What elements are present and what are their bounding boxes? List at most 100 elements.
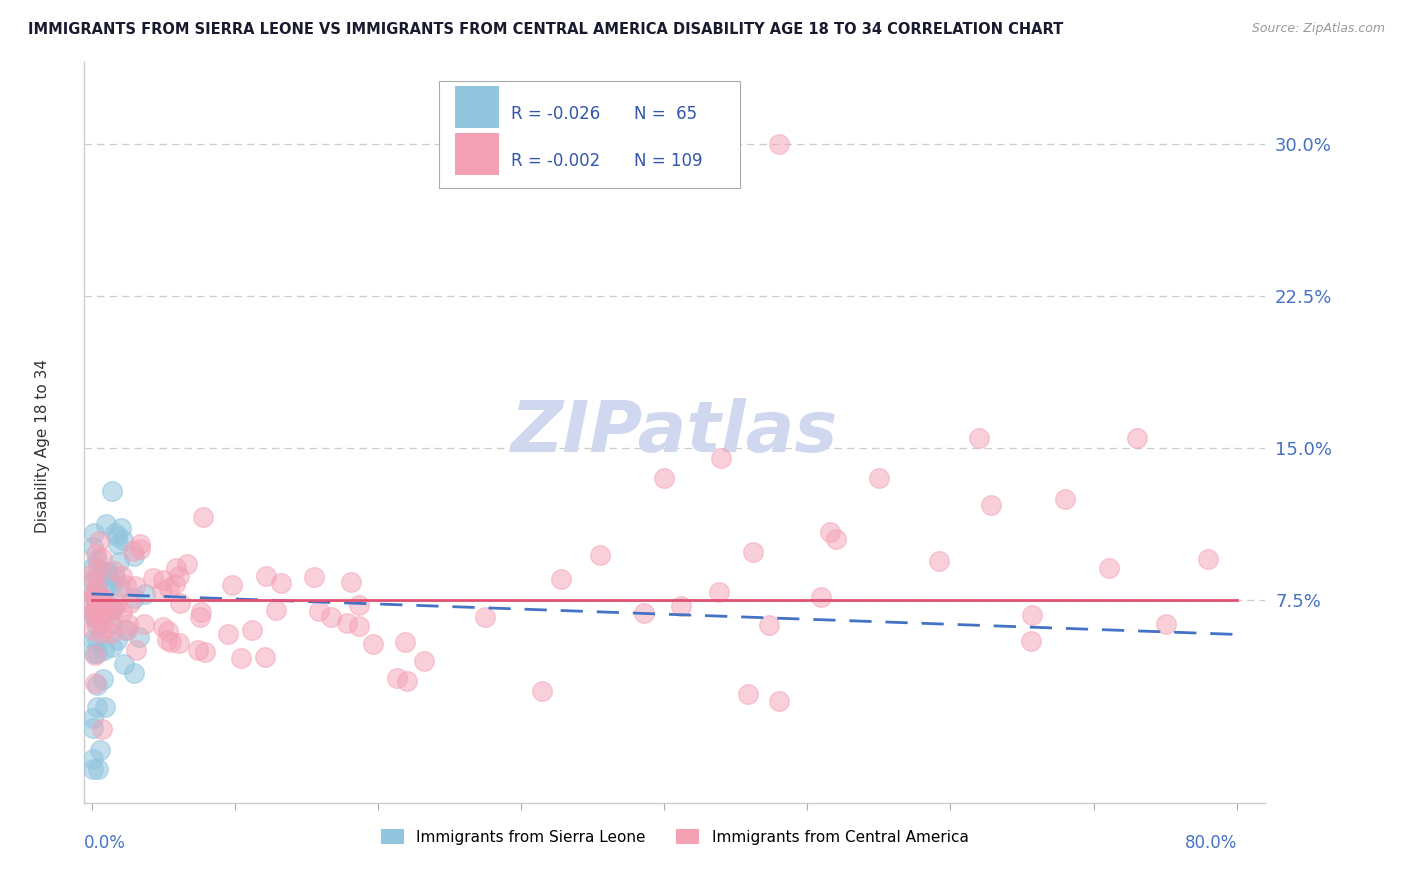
Point — [98, 602, 121, 616]
Point — [633, 607, 655, 621]
Point — [652, 471, 675, 485]
Point — [110, 521, 132, 535]
Point — [394, 634, 416, 648]
Point — [83, 646, 105, 660]
Point — [105, 529, 128, 543]
Point — [253, 650, 276, 665]
Point — [83, 676, 105, 690]
Point — [84, 605, 107, 619]
Point — [107, 633, 129, 648]
Point — [87, 602, 110, 616]
Point — [82, 721, 104, 735]
Point — [86, 580, 108, 594]
Point — [82, 623, 104, 637]
Point — [336, 615, 359, 630]
Point — [89, 588, 111, 602]
Point — [768, 694, 790, 708]
Point — [1053, 491, 1076, 506]
Point — [94, 699, 117, 714]
Point — [84, 602, 107, 616]
Point — [82, 632, 104, 647]
Point — [165, 561, 187, 575]
Point — [152, 584, 174, 599]
Point — [91, 591, 114, 605]
Point — [125, 643, 148, 657]
Point — [1098, 561, 1121, 575]
Point — [103, 526, 125, 541]
Point — [94, 517, 117, 532]
Point — [217, 627, 239, 641]
Point — [122, 549, 145, 564]
Point — [122, 544, 145, 558]
Point — [101, 640, 124, 654]
Point — [93, 673, 115, 687]
Point — [266, 603, 288, 617]
Point — [413, 654, 436, 668]
Point — [240, 623, 263, 637]
Point — [820, 525, 842, 540]
Point — [87, 601, 110, 615]
Point — [82, 540, 104, 554]
Point — [82, 752, 104, 766]
Point — [169, 597, 191, 611]
Point — [157, 581, 180, 595]
Point — [122, 591, 145, 606]
Point — [124, 579, 146, 593]
Point — [111, 533, 134, 548]
Point — [96, 621, 118, 635]
Text: Source: ZipAtlas.com: Source: ZipAtlas.com — [1251, 22, 1385, 36]
Point — [83, 573, 105, 587]
Point — [117, 617, 139, 632]
Point — [107, 537, 129, 551]
Point — [89, 590, 111, 604]
Point — [97, 565, 120, 579]
Point — [114, 623, 136, 637]
FancyBboxPatch shape — [439, 81, 740, 188]
Point — [87, 560, 110, 574]
Point — [550, 572, 572, 586]
Point — [825, 532, 848, 546]
Point — [86, 699, 108, 714]
Point — [967, 431, 990, 445]
Point — [84, 547, 107, 561]
Point — [93, 606, 115, 620]
Point — [589, 548, 612, 562]
Point — [86, 599, 108, 613]
Point — [87, 762, 110, 776]
Point — [128, 536, 150, 550]
Point — [89, 742, 111, 756]
Point — [83, 585, 105, 599]
FancyBboxPatch shape — [456, 86, 499, 128]
Text: R = -0.002: R = -0.002 — [510, 153, 600, 170]
Point — [737, 687, 759, 701]
Point — [115, 578, 138, 592]
Point — [176, 558, 198, 572]
Point — [129, 542, 152, 557]
Point — [115, 624, 138, 638]
Point — [89, 592, 111, 607]
Point — [709, 585, 731, 599]
Point — [84, 601, 107, 615]
Point — [108, 555, 131, 569]
Point — [385, 671, 408, 685]
Point — [270, 575, 292, 590]
Point — [100, 599, 122, 614]
Point — [111, 605, 134, 619]
Point — [157, 624, 180, 638]
Point — [142, 571, 165, 585]
Point — [84, 610, 107, 624]
Point — [741, 545, 763, 559]
Point — [83, 607, 105, 621]
Point — [361, 637, 384, 651]
Point — [82, 711, 104, 725]
Point — [118, 596, 141, 610]
Point — [1021, 608, 1043, 623]
Point — [124, 665, 146, 680]
Point — [94, 599, 117, 614]
Point — [108, 580, 131, 594]
Point — [1197, 552, 1219, 566]
Point — [1125, 431, 1147, 445]
Point — [347, 619, 370, 633]
Point — [810, 590, 832, 604]
Point — [128, 630, 150, 644]
